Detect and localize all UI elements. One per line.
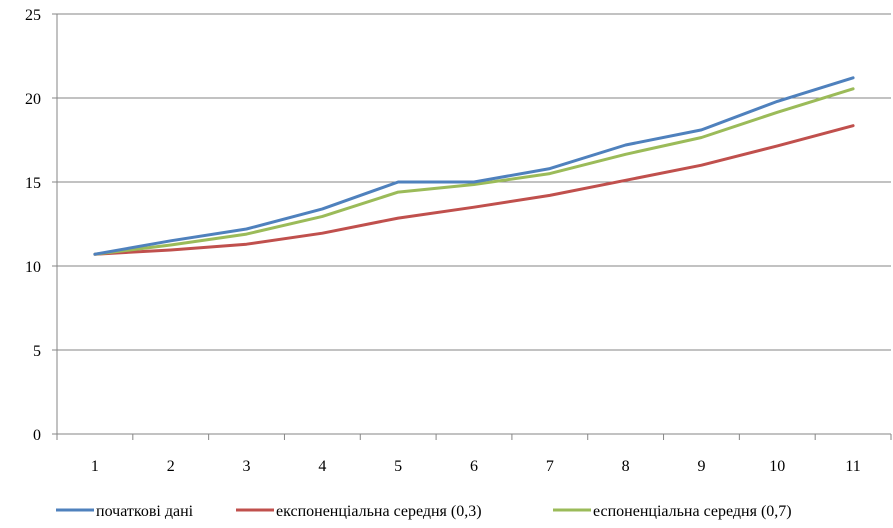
y-tick-label: 10 [25, 259, 41, 276]
series-line-1 [93, 76, 855, 256]
x-tick-labels: 1 2 3 4 5 6 7 8 9 10 11 [91, 458, 861, 475]
axes [52, 13, 892, 440]
x-tick-label: 8 [622, 458, 630, 475]
series-lines [93, 76, 855, 256]
y-tick-label: 25 [25, 7, 41, 24]
y-tick-label: 5 [33, 343, 41, 360]
x-tick-label: 4 [318, 458, 326, 475]
legend-label-3: еспоненціальна середня (0,7) [593, 503, 792, 520]
x-tick-label: 9 [697, 458, 705, 475]
x-tick-label: 11 [845, 458, 860, 475]
x-tick-label: 10 [769, 458, 785, 475]
legend-label-1: початкові дані [96, 503, 194, 520]
y-tick-label: 20 [25, 91, 41, 108]
series-line-3 [93, 87, 855, 256]
x-tick-label: 2 [167, 458, 175, 475]
y-tick-labels: 0 5 10 15 20 25 [25, 7, 41, 444]
legend: початкові дані експоненціальна середня (0… [56, 503, 792, 520]
x-tick-label: 5 [394, 458, 402, 475]
legend-label-2: експоненціальна середня (0,3) [276, 503, 482, 520]
series-line-2 [93, 124, 855, 256]
y-tick-label: 15 [25, 175, 41, 192]
y-tick-label: 0 [33, 427, 41, 444]
x-tick-label: 6 [470, 458, 478, 475]
x-tick-label: 7 [546, 458, 554, 475]
x-tick-label: 3 [243, 458, 251, 475]
x-tick-label: 1 [91, 458, 99, 475]
